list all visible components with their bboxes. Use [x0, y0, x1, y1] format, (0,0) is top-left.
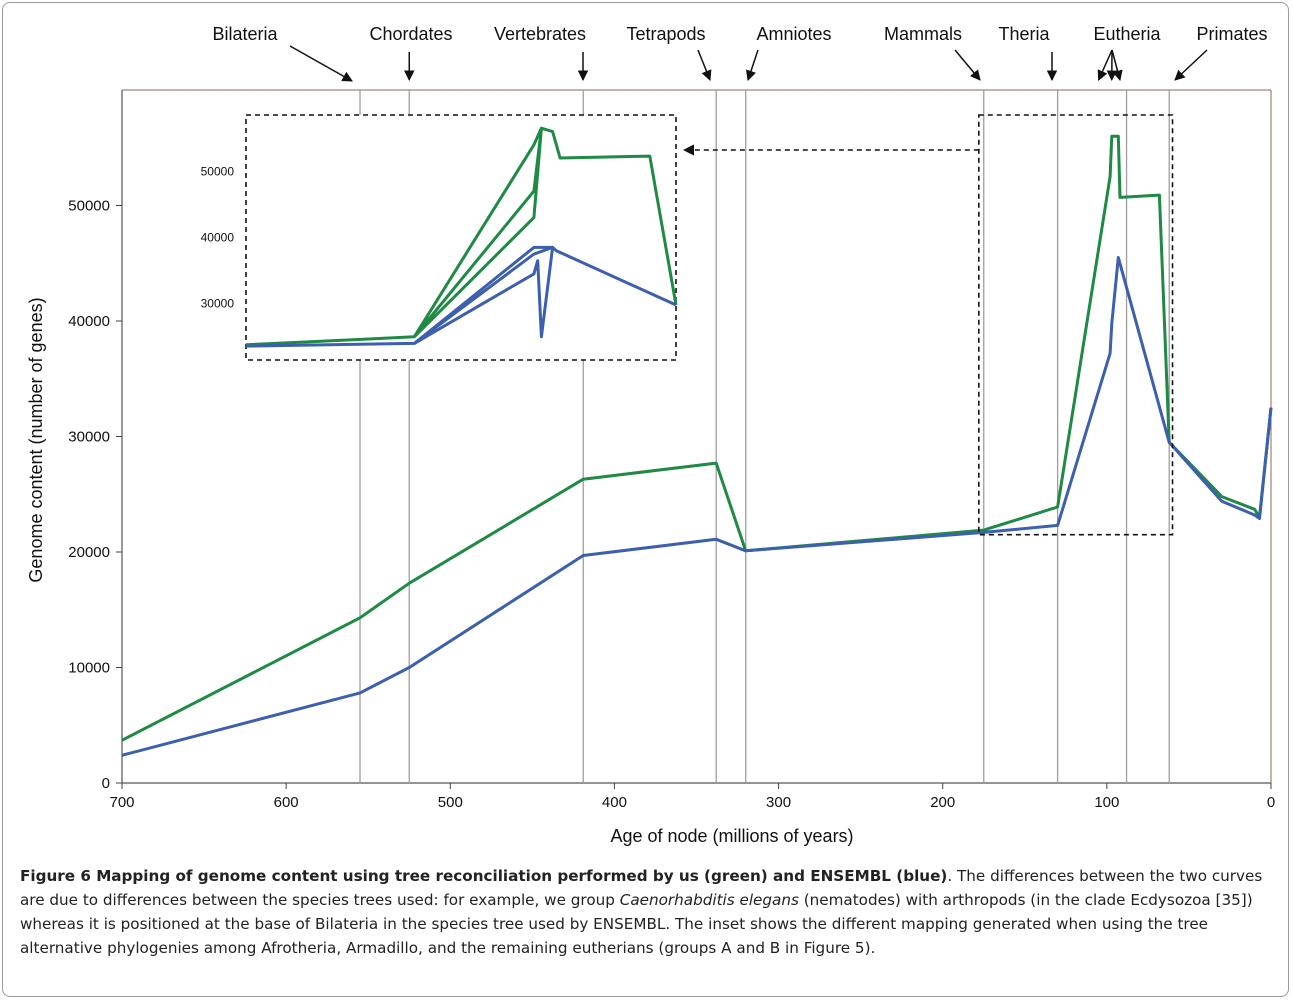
clade-label: Chordates [369, 24, 452, 44]
clade-label: Mammals [884, 24, 962, 44]
series-line-blue [121, 256, 1273, 757]
clade-label: Vertebrates [494, 24, 586, 44]
x-tick-label: 400 [602, 794, 627, 811]
y-tick-label: 30000 [68, 429, 110, 446]
clade-label: Amniotes [756, 24, 831, 44]
inset-y-tick-label: 40000 [201, 231, 235, 245]
y-axis-label: Genome content (number of genes) [26, 297, 46, 582]
inset-y-tick-label: 30000 [201, 297, 235, 311]
axes: 700 600 500 400 300 200 100 0010000200003000040… [68, 89, 1275, 811]
clade-label: Primates [1196, 24, 1267, 44]
figure-caption: Figure 6 Mapping of genome content using… [20, 864, 1278, 960]
inset-line [413, 128, 543, 338]
series-lines [121, 134, 1273, 757]
zoom-region-box [978, 114, 1174, 536]
x-tick-label: 600 [274, 794, 299, 811]
x-axis-label: Age of node (millions of years) [610, 826, 853, 846]
x-tick-label: 500 [438, 794, 463, 811]
inset: 30000 40000 50000 [201, 114, 1174, 536]
inset-y-tick-label: 50000 [201, 164, 235, 178]
inset-line [245, 245, 677, 348]
clade-arrow [954, 49, 981, 81]
caption-text-2: (nematodes) with arthropods (in the clad… [20, 891, 1253, 957]
clade-arrow [289, 45, 353, 82]
clade-arrow [746, 49, 759, 81]
y-tick-label: 40000 [68, 313, 110, 330]
y-tick-label: 0 [102, 775, 110, 792]
clade-lines [359, 90, 1170, 783]
eutheria-arrow [1097, 49, 1113, 81]
inset-line [245, 126, 678, 347]
caption-species: Caenorhabditis elegans [619, 891, 799, 909]
clade-arrow [697, 49, 712, 81]
clade-label: Tetrapods [626, 24, 705, 44]
caption-title: Figure 6 Mapping of genome content using… [20, 867, 948, 885]
y-tick-label: 10000 [68, 660, 110, 677]
clade-label: Eutheria [1093, 24, 1161, 44]
inset-box [245, 114, 677, 361]
y-tick-label: 50000 [68, 198, 110, 215]
clade-arrow [1174, 49, 1208, 81]
x-tick-label: 700 [109, 794, 134, 811]
clade-label: Bilateria [212, 24, 278, 44]
inset-line [413, 245, 554, 345]
inset-line [413, 245, 553, 345]
series-line-green [121, 134, 1273, 742]
x-tick-label: 200 [930, 794, 955, 811]
y-tick-label: 20000 [68, 544, 110, 561]
caption-text-1: . The differences between the two curves… [20, 867, 1263, 909]
eutheria-arrow [1111, 49, 1123, 82]
clade-label: Theria [998, 24, 1050, 44]
x-tick-label: 0 [1267, 794, 1275, 811]
x-tick-label: 100 [1094, 794, 1119, 811]
x-tick-label: 300 [766, 794, 791, 811]
genome-content-chart: 700 600 500 400 300 200 100 0010000200003000040… [26, 24, 1275, 846]
clade-labels: Bilateria Chordates Vertebrates Tetrapods Am… [212, 24, 1268, 82]
